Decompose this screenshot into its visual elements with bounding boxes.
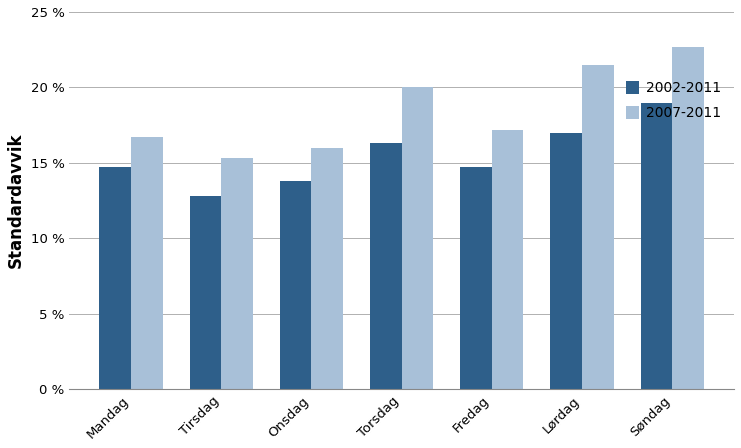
Bar bbox=[672, 47, 704, 389]
Bar bbox=[280, 181, 311, 389]
Y-axis label: Standardavvik: Standardavvik bbox=[7, 133, 25, 268]
Bar bbox=[402, 87, 433, 389]
Bar bbox=[492, 130, 523, 389]
Bar bbox=[582, 65, 614, 389]
Bar bbox=[99, 168, 131, 389]
Bar bbox=[190, 196, 222, 389]
Legend: 2002-2011, 2007-2011: 2002-2011, 2007-2011 bbox=[620, 76, 727, 126]
Bar bbox=[370, 143, 402, 389]
Bar bbox=[641, 103, 672, 389]
Bar bbox=[311, 148, 343, 389]
Bar bbox=[551, 133, 582, 389]
Bar bbox=[222, 159, 253, 389]
Bar bbox=[460, 168, 492, 389]
Bar bbox=[131, 137, 162, 389]
